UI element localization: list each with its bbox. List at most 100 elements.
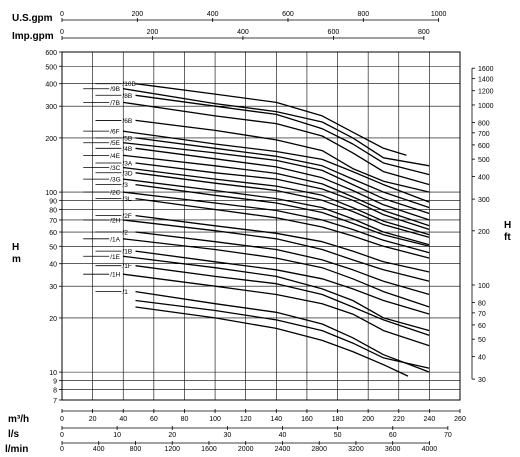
curve-unlabeled (135, 299, 430, 369)
tick-label: 200 (147, 29, 159, 36)
tick-label: 800 (418, 29, 430, 36)
plot-border (61, 51, 461, 401)
tick-label: 80 (478, 300, 486, 307)
series-label: /1B (122, 249, 132, 256)
tick-label: 60 (49, 230, 57, 237)
tick-label: 30 (223, 432, 231, 439)
tick-label: 2000 (238, 446, 254, 453)
tick-label: 600 (282, 11, 294, 18)
tick-label: 100 (478, 283, 490, 290)
series-label: /5B (122, 135, 132, 142)
tick-label: 40 (478, 355, 486, 362)
tick-label: 500 (478, 157, 490, 164)
axis-title-m3h: m³/h (8, 414, 29, 425)
tick-label: 70 (478, 311, 486, 318)
tick-label: 7 (53, 398, 57, 405)
tick-label: 90 (49, 198, 57, 205)
series-label: /1A (110, 236, 120, 243)
tick-label: 80 (181, 416, 189, 423)
series-label: /2C (110, 190, 120, 197)
tick-label: 1000 (431, 11, 447, 18)
tick-label: 140 (270, 416, 282, 423)
tick-label: 800 (130, 446, 142, 453)
tick-label: 80 (49, 208, 57, 215)
tick-label: 10 (49, 370, 57, 377)
tick-label: 0 (60, 416, 64, 423)
series-label: /6B (122, 118, 132, 125)
series-label: /1F (122, 263, 131, 270)
tick-label: 200 (362, 416, 374, 423)
tick-label: 30 (478, 377, 486, 384)
tick-label: 1400 (478, 77, 494, 84)
series-label: /8B (122, 93, 132, 100)
tick-label: 20 (49, 316, 57, 323)
series-label: /5E (110, 140, 120, 147)
curve-series-1f (135, 265, 430, 337)
tick-label: 50 (334, 432, 342, 439)
curve-series-5b (135, 137, 430, 209)
tick-label: 1000 (478, 103, 494, 110)
curve-series-8b (135, 94, 430, 176)
curve-series-6b (135, 119, 430, 193)
series-label: /4B (122, 146, 132, 153)
tick-label: 50 (478, 337, 486, 344)
tick-label: 180 (332, 416, 344, 423)
series-label: /9B (110, 86, 120, 93)
curve-series-10b (135, 83, 407, 156)
axis-title-impgpm: Imp.gpm (12, 31, 54, 42)
curve-series-1b (135, 250, 430, 315)
axis-title-usgpm: U.S.gpm (12, 13, 53, 24)
curve-series-1a (123, 238, 430, 308)
series-label: /1H (110, 272, 120, 279)
curve-series-1h (123, 273, 430, 347)
tick-label: 9 (53, 378, 57, 385)
series-label: /1 (122, 289, 128, 296)
curve-series-1 (135, 290, 430, 373)
tick-label: 1600 (201, 446, 217, 453)
tick-label: 600 (45, 50, 57, 57)
tick-label: 40 (279, 432, 287, 439)
tick-label: 400 (237, 29, 249, 36)
series-label: /10B (122, 81, 135, 88)
tick-label: 700 (478, 131, 490, 138)
curve-series-3 (135, 183, 430, 247)
tick-label: 3600 (385, 446, 401, 453)
curve-series-2 (135, 231, 430, 296)
bottom-axis-ls: l/s 0 10 20 30 40 50 60 70 (8, 426, 452, 440)
tick-label: 40 (49, 262, 57, 269)
series-label: /3L (122, 196, 131, 203)
curve-series-2h (123, 219, 430, 282)
tick-label: 3200 (348, 446, 364, 453)
tick-label: 8 (53, 388, 57, 395)
tick-label: 300 (45, 104, 57, 111)
series-label: /2H (110, 217, 120, 224)
tick-label: 160 (301, 416, 313, 423)
tick-label: 30 (49, 284, 57, 291)
pump-curves (123, 83, 430, 377)
curve-series-2f (135, 214, 430, 273)
tick-label: 600 (478, 143, 490, 150)
tick-label: 1600 (478, 66, 494, 73)
curve-series-3d (135, 172, 430, 239)
tick-label: 120 (240, 416, 252, 423)
tick-label: 0 (60, 432, 64, 439)
tick-label: 240 (424, 416, 436, 423)
tick-label: 2800 (311, 446, 327, 453)
curve-unlabeled (135, 306, 409, 377)
tick-label: 0 (60, 446, 64, 453)
curve-series-5e (123, 142, 430, 215)
tick-label: 200 (131, 11, 143, 18)
tick-label: 260 (454, 416, 466, 423)
plot-frame (61, 51, 461, 401)
tick-label: 60 (478, 323, 486, 330)
tick-label: 1200 (478, 89, 494, 96)
series-label: /3C (110, 165, 120, 172)
tick-label: 20 (89, 416, 97, 423)
tick-label: 50 (49, 244, 57, 251)
series-label: /6F (110, 129, 119, 136)
tick-label: 400 (478, 175, 490, 182)
